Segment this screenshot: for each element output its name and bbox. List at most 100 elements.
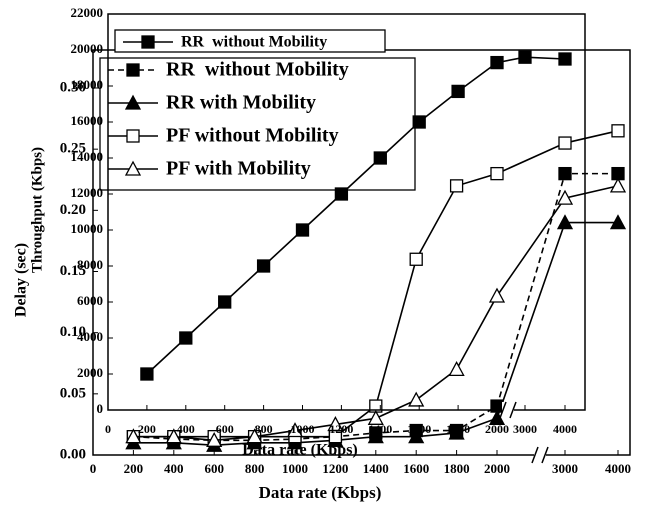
point: [490, 166, 504, 181]
point: [558, 136, 572, 150]
y-tick-label: 0.00: [60, 446, 86, 462]
legend-box: [99, 57, 416, 191]
point: [609, 214, 627, 230]
point: [408, 428, 425, 444]
point: [558, 52, 572, 66]
point: [367, 409, 384, 425]
x-tick-label: 1600: [403, 461, 429, 476]
point: [518, 50, 532, 64]
x-axis-title: Data rate (Kbps): [259, 483, 382, 502]
point: [206, 431, 223, 447]
x-tick-label: 400: [164, 461, 184, 476]
point: [449, 179, 464, 193]
x-tick-label: 1400: [368, 422, 392, 436]
point: [611, 124, 625, 138]
x-tick-label: 600: [216, 422, 234, 436]
y-tick-label: 20000: [71, 41, 104, 56]
x-tick-label: 0: [105, 422, 111, 436]
legend: RR without Mobility RR with Mobility PF wi…: [99, 57, 416, 191]
point: [558, 166, 572, 181]
point: [373, 151, 387, 165]
x-tick-label: 4000: [605, 461, 631, 476]
x-tick-label: 0: [90, 461, 97, 476]
y-tick-label: 18000: [71, 77, 104, 92]
y-tick-label: 14000: [71, 149, 104, 164]
y-tick-label: 0.20: [60, 202, 86, 218]
y-tick-label: 4000: [77, 329, 103, 344]
point: [334, 187, 349, 201]
legend-label: PF with Mobility: [166, 158, 311, 180]
y-axis-title: Delay (sec): [13, 243, 30, 317]
y-tick-label: 0.25: [60, 141, 86, 157]
legend-box: [114, 29, 386, 53]
x-tick-label: 400: [177, 422, 195, 436]
x-tick-label: 1200: [329, 422, 353, 436]
axis-break-mark: [499, 401, 517, 419]
x-tick-label: 1800: [446, 422, 470, 436]
y-tick-label: 0.10: [60, 324, 86, 340]
x-tick-label: 2000: [485, 422, 509, 436]
legend-marker: [124, 94, 142, 110]
x-tick-label: 4000: [553, 422, 577, 436]
x-tick-label: 800: [245, 461, 265, 476]
plot: 0 200 400 600 800 1000 1200 1400 1600 1800 2000 300…: [13, 49, 631, 502]
y-tick-label: 6000: [77, 293, 103, 308]
y-tick-label: 8000: [77, 257, 103, 272]
y-tick-label: 10000: [71, 221, 104, 236]
point: [179, 331, 193, 345]
legend-marker: [124, 160, 142, 176]
point: [451, 84, 465, 99]
x-tick-label: 2000: [484, 461, 510, 476]
point: [295, 223, 310, 237]
y-tick-label: 16000: [71, 113, 104, 128]
y-tick-label: 12000: [71, 185, 104, 200]
point: [367, 428, 384, 444]
legend-label: RR without Mobility: [181, 34, 327, 51]
x-tick-label: 200: [124, 461, 144, 476]
frame: [107, 13, 586, 411]
x-tick-label: 600: [204, 461, 224, 476]
point: [448, 424, 465, 440]
legend-marker: [141, 35, 155, 49]
point: [490, 55, 504, 70]
x-tick-label: 3000: [552, 461, 578, 476]
point: [256, 259, 271, 273]
y-tick-label: 0.05: [60, 385, 86, 401]
point: [165, 428, 182, 444]
point: [327, 416, 344, 432]
legend-label: RR without Mobility: [166, 59, 349, 81]
point: [246, 428, 263, 444]
point: [140, 367, 154, 381]
point: [409, 252, 423, 266]
axis-break-mark: [531, 446, 549, 464]
point: [218, 295, 232, 309]
point: [412, 115, 426, 129]
x-tick-label: 1800: [444, 461, 470, 476]
point: [125, 428, 142, 444]
y-tick-label: 0.30: [60, 79, 86, 95]
legend-label: PF without Mobility: [166, 125, 339, 147]
legend-marker: [126, 63, 140, 77]
y-tick-label: 22000: [71, 5, 104, 20]
point: [556, 214, 574, 230]
x-tick-label: 200: [138, 422, 156, 436]
legend-label: RR with Mobility: [166, 92, 316, 114]
x-tick-label: 1600: [407, 422, 431, 436]
x-tick-label: 1400: [363, 461, 389, 476]
point: [609, 177, 627, 193]
x-tick-label: 1200: [322, 461, 348, 476]
point: [448, 360, 465, 377]
x-tick-label: 800: [255, 422, 273, 436]
point: [286, 422, 304, 438]
legend-marker: [126, 129, 140, 143]
y-tick-label: 0: [97, 401, 104, 416]
legend: RR without Mobility: [114, 29, 386, 53]
y-axis-title: Throughput (Kbps): [29, 147, 45, 273]
y-tick-label: 0.15: [60, 263, 86, 279]
series-line: [133, 185, 619, 442]
plot: 0 200 400 600 800 1000 1200 1400 1600 1800 2000 300…: [29, 5, 586, 459]
y-tick-label: 2000: [77, 365, 103, 380]
x-tick-label: 1000: [282, 461, 308, 476]
x-tick-label: 1000: [291, 422, 315, 436]
point: [488, 287, 506, 303]
